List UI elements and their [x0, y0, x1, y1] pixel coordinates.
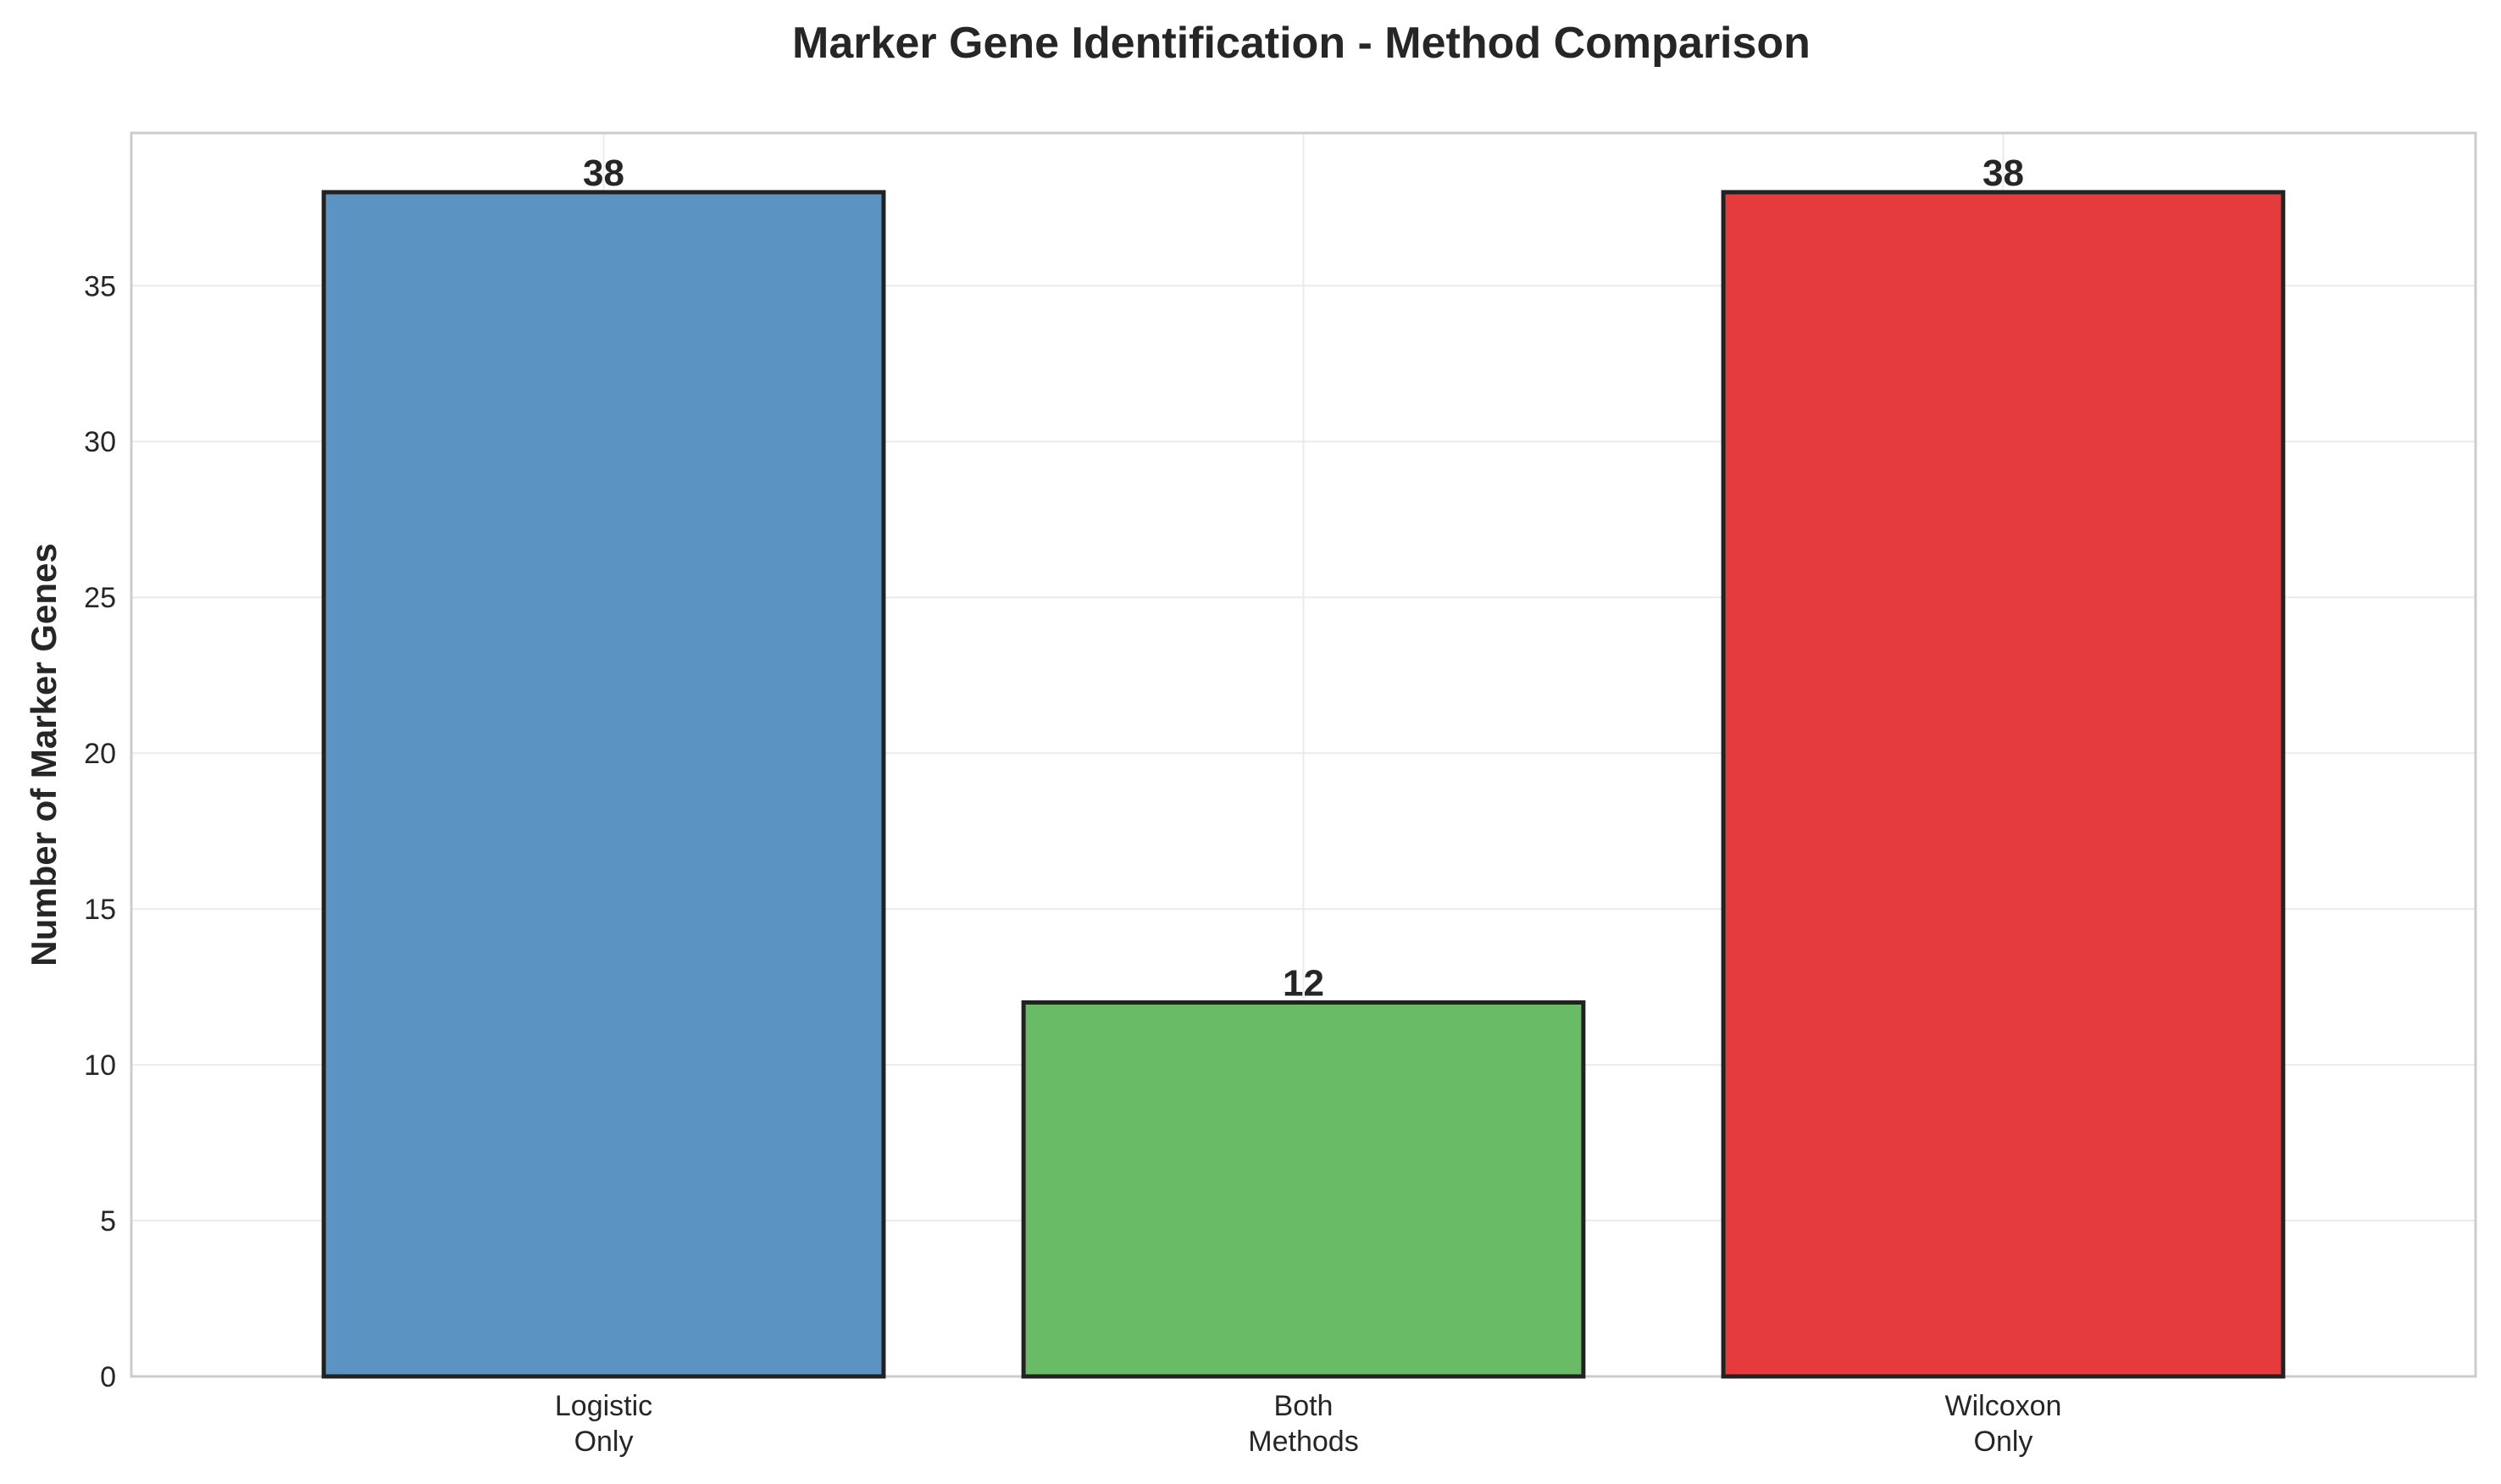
x-tick-label-line: Logistic	[555, 1390, 652, 1422]
bar-value-label: 38	[1982, 152, 2024, 194]
y-axis-ticks: 0 5 10 15 20 25 30 35	[84, 270, 116, 1393]
y-tick-label: 10	[84, 1049, 116, 1082]
y-tick-label: 35	[84, 270, 116, 302]
y-axis-label: Number of Marker Genes	[24, 543, 64, 966]
chart-title: Marker Gene Identification - Method Comp…	[792, 19, 1811, 68]
x-axis-ticks: Logistic Only Both Methods Wilcoxon Only	[555, 1390, 2062, 1458]
x-tick-label: Both Methods	[1248, 1390, 1358, 1458]
y-tick-label: 0	[100, 1361, 116, 1393]
x-tick-label-line: Only	[1974, 1426, 2033, 1458]
x-tick-label: Wilcoxon Only	[1945, 1390, 2062, 1458]
x-tick-label-line: Methods	[1248, 1426, 1358, 1458]
bar-value-labels: 38 12 38	[583, 152, 2024, 1005]
bar-value-label: 38	[583, 152, 624, 194]
bar	[1021, 999, 1586, 1379]
y-tick-label: 5	[100, 1205, 116, 1238]
bar	[1721, 190, 2286, 1379]
y-tick-label: 25	[84, 582, 116, 614]
y-tick-label: 20	[84, 738, 116, 770]
x-tick-label-line: Both	[1274, 1390, 1334, 1422]
bar	[321, 190, 886, 1379]
y-tick-label: 15	[84, 894, 116, 926]
x-tick-label: Logistic Only	[555, 1390, 652, 1458]
x-tick-label-line: Only	[574, 1426, 634, 1458]
bar-value-label: 12	[1283, 962, 1324, 1004]
bars	[321, 190, 2286, 1379]
x-tick-label-line: Wilcoxon	[1945, 1390, 2062, 1422]
y-tick-label: 30	[84, 426, 116, 458]
